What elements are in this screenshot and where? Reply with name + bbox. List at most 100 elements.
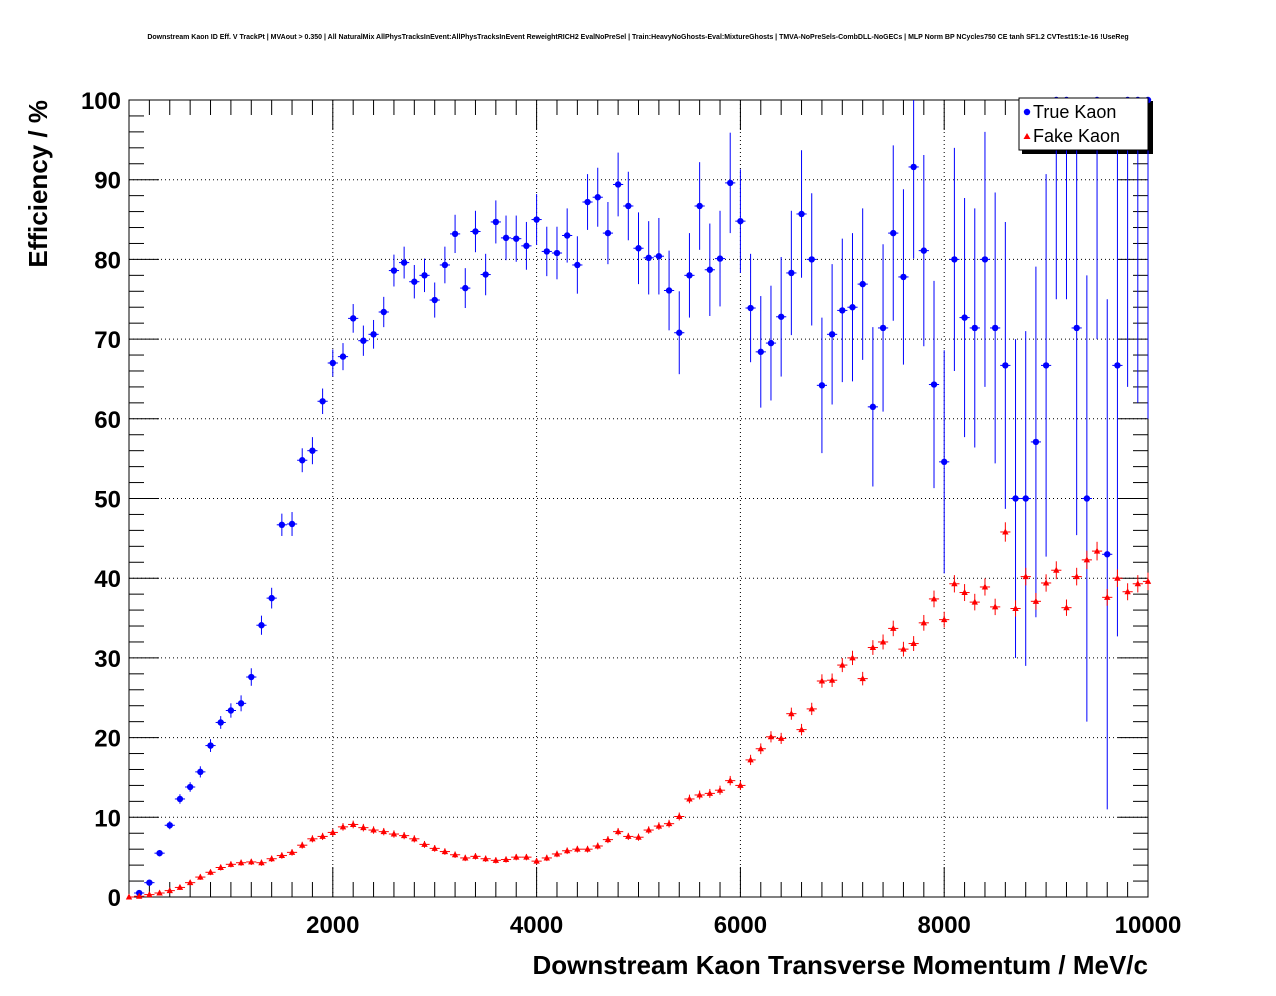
x-tick-label: 8000 — [918, 912, 971, 939]
data-point — [1002, 362, 1009, 369]
data-point — [146, 879, 153, 886]
data-point — [411, 835, 418, 842]
data-point — [329, 359, 336, 367]
data-point — [706, 789, 714, 796]
data-point — [828, 331, 836, 338]
data-point — [818, 382, 826, 389]
data-point — [1042, 362, 1050, 369]
data-point — [1022, 573, 1029, 580]
data-point — [268, 594, 275, 602]
data-point — [767, 733, 775, 740]
data-point — [482, 271, 489, 278]
data-point — [349, 820, 357, 827]
legend-fake-kaon-label: Fake Kaon — [1033, 126, 1120, 146]
data-point — [655, 253, 663, 260]
data-point — [808, 256, 815, 263]
data-point — [248, 858, 255, 865]
data-point — [910, 163, 917, 171]
legend-true-kaon-label: True Kaon — [1033, 102, 1116, 122]
data-point — [166, 887, 173, 894]
y-tick-label: 0 — [108, 885, 121, 912]
data-point — [513, 235, 520, 242]
data-point — [941, 616, 948, 623]
data-point — [451, 230, 459, 238]
data-point — [849, 654, 856, 661]
data-point — [604, 229, 612, 237]
data-point — [665, 287, 673, 294]
data-point — [614, 181, 622, 188]
data-point — [849, 304, 856, 311]
data-point — [930, 595, 938, 602]
data-point — [676, 813, 683, 820]
data-point — [329, 828, 336, 835]
data-point — [879, 324, 887, 332]
data-point — [502, 234, 510, 242]
data-point — [380, 828, 387, 835]
data-point — [207, 742, 214, 749]
data-point — [421, 272, 428, 279]
data-point — [278, 852, 286, 859]
data-point — [584, 198, 591, 206]
data-point — [299, 841, 306, 848]
data-point — [299, 457, 306, 464]
y-tick-label: 60 — [94, 407, 121, 434]
data-point — [696, 202, 703, 210]
y-tick-label: 50 — [94, 487, 121, 514]
data-point — [818, 677, 826, 684]
x-axis-title: Downstream Kaon Transverse Momentum / Me… — [532, 950, 1148, 980]
data-point — [563, 232, 571, 239]
data-point — [288, 520, 296, 528]
data-point — [900, 645, 907, 652]
data-point — [400, 832, 408, 839]
data-point — [1022, 495, 1029, 502]
data-point — [584, 845, 591, 852]
data-point — [839, 307, 846, 314]
y-tick-label: 70 — [94, 327, 121, 354]
data-point — [991, 603, 999, 610]
data-point — [706, 266, 714, 273]
legend-fake-kaon-marker — [1023, 133, 1031, 139]
x-tick-label: 10000 — [1115, 912, 1182, 939]
data-point — [676, 329, 683, 336]
data-point — [533, 857, 540, 864]
data-point — [441, 848, 449, 855]
data-point — [431, 296, 438, 304]
data-point — [645, 826, 652, 833]
data-point — [451, 851, 459, 858]
data-point — [604, 836, 612, 843]
data-point — [1042, 579, 1050, 586]
data-point — [186, 879, 194, 886]
data-point — [533, 216, 540, 223]
data-point — [686, 272, 693, 279]
data-point — [839, 661, 846, 668]
data-point — [227, 860, 235, 867]
data-point — [1093, 547, 1101, 554]
data-point — [655, 822, 663, 829]
x-tick-label: 2000 — [306, 912, 359, 939]
data-point — [798, 210, 805, 218]
legend: True Kaon Fake Kaon — [1018, 97, 1149, 151]
data-point — [696, 791, 703, 798]
data-point — [370, 826, 377, 833]
data-point — [757, 348, 764, 356]
data-point — [523, 242, 530, 250]
data-point — [828, 676, 836, 683]
axis-ticks — [128, 99, 1149, 898]
data-point — [207, 868, 214, 875]
data-point — [309, 835, 316, 842]
data-point — [971, 324, 978, 332]
data-point — [1134, 580, 1142, 587]
data-point — [574, 845, 581, 852]
legend-box — [1018, 97, 1149, 151]
data-point — [390, 267, 398, 274]
data-point — [197, 768, 204, 776]
x-tick-label: 6000 — [714, 912, 767, 939]
data-point — [1114, 574, 1121, 581]
data-point — [716, 786, 724, 793]
data-point — [1053, 566, 1060, 573]
data-point — [431, 844, 438, 851]
data-point — [176, 883, 184, 890]
data-point — [737, 781, 744, 788]
data-point — [777, 313, 785, 320]
